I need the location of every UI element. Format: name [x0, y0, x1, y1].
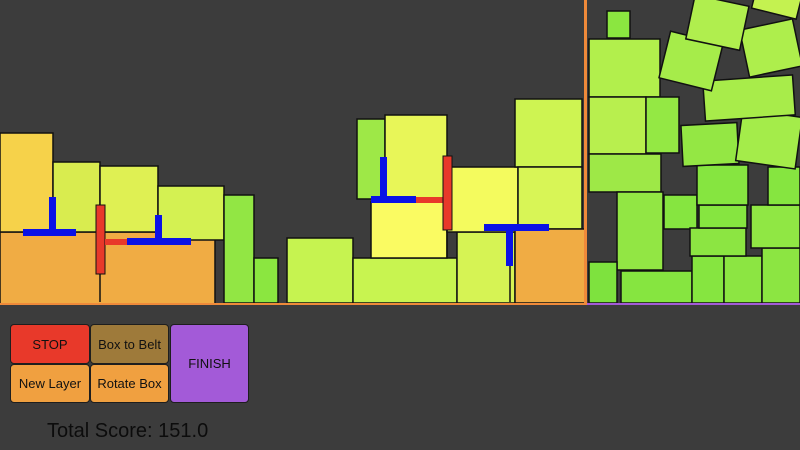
placed-box [384, 114, 448, 200]
placed-box [456, 231, 516, 304]
placed-box [0, 132, 54, 233]
pile-box [701, 74, 797, 122]
gripper-middle [371, 155, 453, 258]
pile-box [750, 204, 800, 249]
pile-box [616, 191, 664, 271]
stop-button[interactable]: STOP [10, 324, 90, 364]
pile-box [588, 261, 618, 304]
pile-box [696, 164, 749, 206]
gripper-center-left [95, 204, 191, 302]
gripper-left [23, 197, 76, 236]
pile-box [761, 247, 800, 304]
placed-box [370, 201, 448, 259]
gripper-right [484, 224, 549, 302]
placed-box [352, 257, 458, 304]
placed-box [99, 165, 159, 233]
finish-button[interactable]: FINISH [170, 324, 249, 403]
pile-box [680, 121, 740, 168]
box-to-belt-button[interactable]: Box to Belt [90, 324, 169, 364]
placed-box [157, 185, 225, 241]
pile-box [606, 10, 631, 39]
placed-box [514, 98, 583, 168]
pile-box [588, 96, 647, 155]
pile-box [620, 270, 693, 304]
placed-box [446, 166, 519, 233]
right-bin [588, 0, 800, 304]
pile-box [663, 194, 698, 230]
pile-box [689, 227, 747, 257]
pile-box [767, 166, 800, 206]
pile-box [698, 204, 748, 229]
bin-divider-vertical [584, 0, 587, 305]
pile-box [588, 153, 662, 193]
pile-box [723, 255, 763, 304]
pile-box [684, 0, 750, 52]
pile-box [738, 18, 800, 78]
pile-box [691, 255, 725, 304]
new-layer-button[interactable]: New Layer [10, 364, 90, 403]
pile-box [645, 96, 680, 154]
placed-box [253, 257, 279, 304]
total-score: Total Score: 151.0 [47, 420, 209, 442]
bin-floor-left [0, 303, 587, 306]
placed-box [223, 194, 255, 304]
placed-box [514, 228, 586, 304]
placed-box [517, 166, 583, 230]
bin-floor-right [587, 303, 800, 306]
rotate-box-button[interactable]: Rotate Box [90, 364, 169, 403]
pile-box [588, 38, 661, 98]
placed-box [52, 161, 101, 233]
placed-box [286, 237, 354, 304]
pile-box [750, 0, 800, 21]
